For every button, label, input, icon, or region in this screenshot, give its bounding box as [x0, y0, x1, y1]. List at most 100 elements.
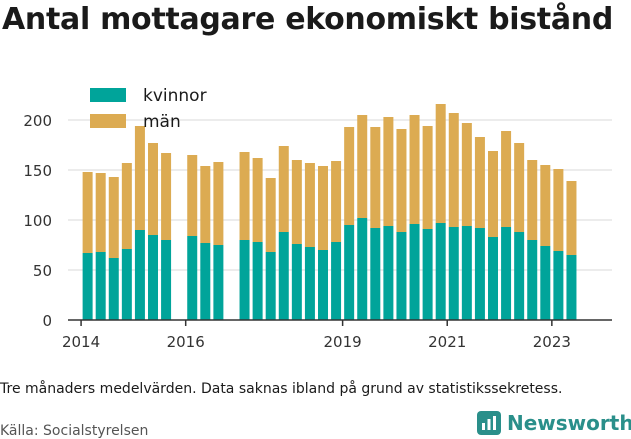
bar-kvinnor [527, 240, 538, 320]
source-label: Källa: Socialstyrelsen [0, 423, 149, 439]
legend-label: kvinnor [143, 86, 207, 106]
y-tick-label: 150 [23, 162, 52, 180]
bar-man [344, 127, 355, 225]
bar-group [213, 162, 224, 320]
bar-group [501, 131, 512, 320]
bar-kvinnor [121, 249, 132, 320]
bar-kvinnor [252, 242, 263, 320]
bar-kvinnor [474, 228, 485, 320]
bar-kvinnor [278, 232, 289, 320]
bar-kvinnor [422, 229, 433, 320]
bar-group [566, 181, 577, 320]
bar-group [108, 177, 119, 320]
bar-man [435, 104, 446, 223]
bar-man [527, 160, 538, 240]
bar-man [304, 163, 315, 247]
bar-man [252, 158, 263, 242]
bar-kvinnor [318, 250, 328, 320]
bar-kvinnor [331, 242, 342, 320]
bar-man [265, 178, 276, 252]
x-tick-label: 2019 [324, 333, 362, 351]
bar-man [461, 123, 472, 226]
bars [82, 104, 577, 320]
bar-group [200, 166, 211, 320]
legend-label: män [143, 112, 181, 132]
x-tick-label: 2023 [533, 333, 571, 351]
bar-group [474, 137, 485, 320]
bar-group [488, 151, 498, 320]
bar-kvinnor [304, 247, 315, 320]
bar-group [540, 165, 551, 320]
bar-group [148, 143, 158, 320]
bar-kvinnor [396, 232, 407, 320]
bar-man [278, 146, 289, 232]
bar-man [161, 153, 172, 240]
bar-man [108, 177, 119, 258]
bar-group [514, 143, 525, 320]
bar-kvinnor [200, 243, 211, 320]
x-axis: 2014 2016 2019 2021 2023 [62, 319, 612, 351]
bar-kvinnor [383, 226, 394, 320]
bar-group [435, 104, 446, 320]
bar-kvinnor [148, 235, 158, 320]
bar-kvinnor [370, 228, 381, 320]
bar-man [396, 129, 407, 232]
bar-man [357, 115, 368, 218]
bar-group [95, 173, 106, 320]
bar-group [370, 127, 381, 320]
y-tick-label: 200 [23, 112, 52, 130]
bar-man [409, 115, 420, 224]
bar-group [357, 115, 368, 320]
bar-kvinnor [187, 236, 198, 320]
bar-man [383, 117, 394, 226]
bar-man [422, 126, 433, 229]
bar-group [383, 117, 394, 320]
bar-group [161, 153, 172, 320]
bar-kvinnor [409, 224, 420, 320]
chart-title: Antal mottagare ekonomiskt bistånd [2, 2, 614, 37]
newsworthy-logo-icon [477, 411, 501, 435]
y-tick-label: 50 [33, 262, 52, 280]
bar-kvinnor [488, 237, 498, 320]
y-axis-tick-labels: 0 50 100 150 200 [23, 112, 52, 330]
bar-group [121, 163, 132, 320]
bar-group [82, 172, 93, 320]
footnote: Tre månaders medelvärden. Data saknas ib… [0, 381, 563, 397]
bar-group [331, 161, 342, 320]
brand-logo[interactable]: Newsworthy [477, 411, 631, 435]
bar-group [265, 178, 276, 320]
bar-kvinnor [435, 223, 446, 320]
bar-man [121, 163, 132, 249]
bar-man [187, 155, 198, 236]
bar-man [82, 172, 93, 253]
bar-man [370, 127, 381, 228]
bar-group [252, 158, 263, 320]
bar-kvinnor [514, 232, 525, 320]
bar-kvinnor [95, 252, 106, 320]
legend: kvinnor män [90, 86, 207, 132]
bar-group [278, 146, 289, 320]
bar-man [501, 131, 512, 227]
bar-group [409, 115, 420, 320]
bar-man [318, 166, 328, 250]
bar-man [566, 181, 577, 255]
bar-kvinnor [501, 227, 512, 320]
y-tick-label: 100 [23, 212, 52, 230]
legend-swatch [90, 88, 126, 102]
bar-man [514, 143, 525, 232]
bar-man [448, 113, 459, 227]
bar-man [331, 161, 342, 242]
bar-man [148, 143, 158, 235]
bar-man [239, 152, 250, 240]
bar-man [540, 165, 551, 246]
bar-man [213, 162, 224, 245]
bar-group [396, 129, 407, 320]
bar-group [461, 123, 472, 320]
bar-man [553, 169, 564, 251]
bar-kvinnor [239, 240, 250, 320]
bar-kvinnor [291, 244, 302, 320]
bar-group [291, 160, 302, 320]
bar-man [474, 137, 485, 228]
y-tick-label: 0 [42, 312, 52, 330]
bar-man [488, 151, 498, 237]
